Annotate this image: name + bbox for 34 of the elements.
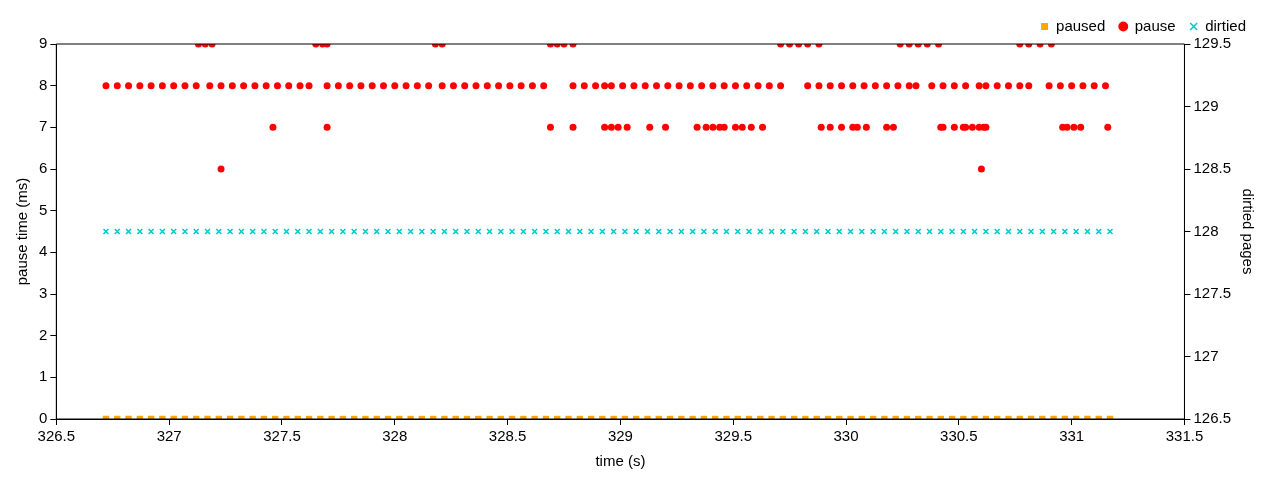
y-tick-label: 8 — [39, 75, 48, 93]
y-tick-label: 7 — [39, 117, 48, 135]
y2-tick-label: 129 — [1193, 96, 1219, 114]
y-tick-label: 6 — [39, 159, 48, 177]
x-tick-label: 329.5 — [714, 427, 752, 445]
y2-tick-label: 127.5 — [1193, 284, 1232, 302]
y-tick-label: 4 — [39, 242, 48, 260]
y2-tick-label: 128.5 — [1193, 159, 1232, 177]
x-tick-label: 328.5 — [488, 427, 527, 445]
x-tick-label: 327 — [156, 427, 182, 445]
x-tick-label: 330 — [833, 427, 859, 445]
y2-tick-label: 126.5 — [1193, 409, 1232, 427]
legend-label: pause — [1134, 16, 1176, 34]
legend-label: paused — [1056, 16, 1106, 34]
x-tick-label: 326.5 — [37, 427, 76, 445]
legend-label: dirtied — [1205, 16, 1246, 34]
x-tick-label: 331 — [1059, 427, 1085, 445]
x-tick-label: 328 — [382, 427, 408, 445]
y2-tick-label: 129.5 — [1193, 34, 1232, 52]
y-tick-label: 2 — [39, 325, 48, 343]
y2-tick-label: 128 — [1193, 221, 1219, 239]
x-tick-label: 329 — [607, 427, 633, 445]
y-axis-title: pause time (ms) — [13, 177, 31, 286]
y-tick-label: 3 — [39, 284, 48, 302]
y-tick-label: 5 — [39, 200, 48, 218]
x-axis-title: time (s) — [595, 452, 646, 470]
y2-tick-label: 127 — [1193, 346, 1219, 364]
x-tick-label: 327.5 — [263, 427, 301, 445]
y-tick-label: 9 — [39, 34, 48, 52]
y2-axis-title: dirtied pages — [1239, 188, 1257, 275]
y-tick-label: 1 — [39, 367, 48, 385]
x-tick-label: 331.5 — [1165, 427, 1204, 445]
x-tick-label: 330.5 — [940, 427, 978, 445]
y-tick-label: 0 — [39, 409, 48, 427]
